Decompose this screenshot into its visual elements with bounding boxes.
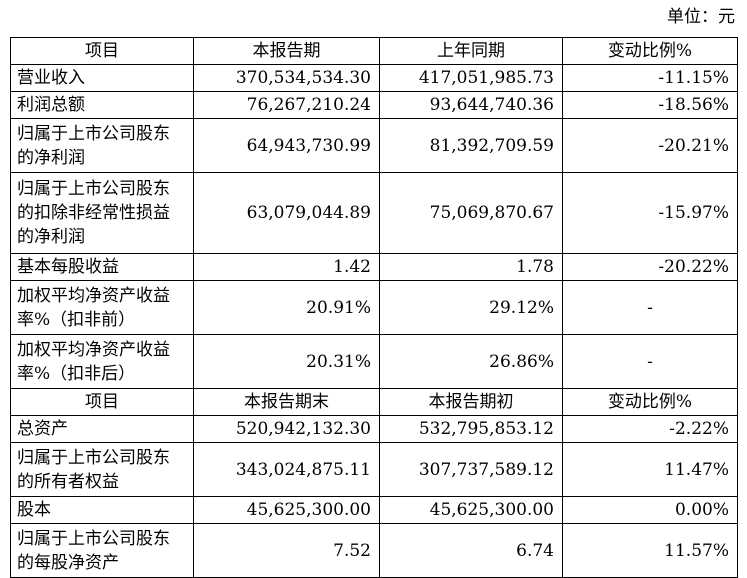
current-value: 20.91% [193,280,380,335]
table-row: 加权平均净资产收益率%（扣非前） 20.91% 29.12% - [10,280,738,335]
end-value: 45,625,300.00 [193,496,380,524]
change-value: -18.56% [562,91,738,119]
change-value: 11.57% [562,523,738,578]
table-row: 利润总额 76,267,210.24 93,644,740.36 -18.56% [10,91,738,119]
table-row: 加权平均净资产收益率%（扣非后） 20.31% 26.86% - [10,334,738,389]
row-label: 利润总额 [10,91,194,119]
current-value: 20.31% [193,334,380,389]
row-label: 归属于上市公司股东的所有者权益 [10,442,194,497]
header-period-end: 本报告期末 [193,388,380,416]
previous-value: 81,392,709.59 [379,118,563,173]
change-value: -2.22% [562,415,738,443]
end-value: 343,024,875.11 [193,442,380,497]
header-item: 项目 [10,388,194,416]
change-value: -11.15% [562,64,738,92]
begin-value: 307,737,589.12 [379,442,563,497]
current-value: 76,267,210.24 [193,91,380,119]
end-value: 520,942,132.30 [193,415,380,443]
change-value: 0.00% [562,496,738,524]
header-change-ratio: 变动比例% [562,388,738,416]
begin-value: 45,625,300.00 [379,496,563,524]
table-row: 归属于上市公司股东的净利润 64,943,730.99 81,392,709.5… [10,118,738,173]
header-current-period: 本报告期 [193,37,380,65]
table-row: 总资产 520,942,132.30 532,795,853.12 -2.22% [10,415,738,443]
row-label: 股本 [10,496,194,524]
table-row: 归属于上市公司股东的每股净资产 7.52 6.74 11.57% [10,523,738,578]
previous-value: 26.86% [379,334,563,389]
header-period-begin: 本报告期初 [379,388,563,416]
previous-value: 29.12% [379,280,563,335]
row-label: 归属于上市公司股东的扣除非经常性损益的净利润 [10,172,194,254]
current-value: 64,943,730.99 [193,118,380,173]
current-value: 1.42 [193,253,380,281]
previous-value: 75,069,870.67 [379,172,563,254]
row-label: 加权平均净资产收益率%（扣非前） [10,280,194,335]
previous-value: 93,644,740.36 [379,91,563,119]
change-value: -15.97% [562,172,738,254]
table-row: 归属于上市公司股东的扣除非经常性损益的净利润 63,079,044.89 75,… [10,172,738,254]
table-header-row: 项目 本报告期末 本报告期初 变动比例% [10,388,738,416]
row-label: 加权平均净资产收益率%（扣非后） [10,334,194,389]
row-label: 总资产 [10,415,194,443]
current-value: 370,534,534.30 [193,64,380,92]
change-value: - [562,334,738,389]
header-item: 项目 [10,37,194,65]
header-previous-period: 上年同期 [379,37,563,65]
change-value: -20.21% [562,118,738,173]
row-label: 基本每股收益 [10,253,194,281]
row-label: 归属于上市公司股东的净利润 [10,118,194,173]
financial-summary-table: 项目 本报告期 上年同期 变动比例% 营业收入 370,534,534.30 4… [10,37,738,578]
begin-value: 6.74 [379,523,563,578]
current-value: 63,079,044.89 [193,172,380,254]
row-label: 归属于上市公司股东的每股净资产 [10,523,194,578]
change-value: - [562,280,738,335]
change-value: 11.47% [562,442,738,497]
unit-label: 单位：元 [667,7,735,27]
table-header-row: 项目 本报告期 上年同期 变动比例% [10,37,738,65]
table-row: 归属于上市公司股东的所有者权益 343,024,875.11 307,737,5… [10,442,738,497]
table-row: 基本每股收益 1.42 1.78 -20.22% [10,253,738,281]
begin-value: 532,795,853.12 [379,415,563,443]
table-row: 股本 45,625,300.00 45,625,300.00 0.00% [10,496,738,524]
previous-value: 1.78 [379,253,563,281]
header-change-ratio: 变动比例% [562,37,738,65]
previous-value: 417,051,985.73 [379,64,563,92]
change-value: -20.22% [562,253,738,281]
table-row: 营业收入 370,534,534.30 417,051,985.73 -11.1… [10,64,738,92]
row-label: 营业收入 [10,64,194,92]
end-value: 7.52 [193,523,380,578]
